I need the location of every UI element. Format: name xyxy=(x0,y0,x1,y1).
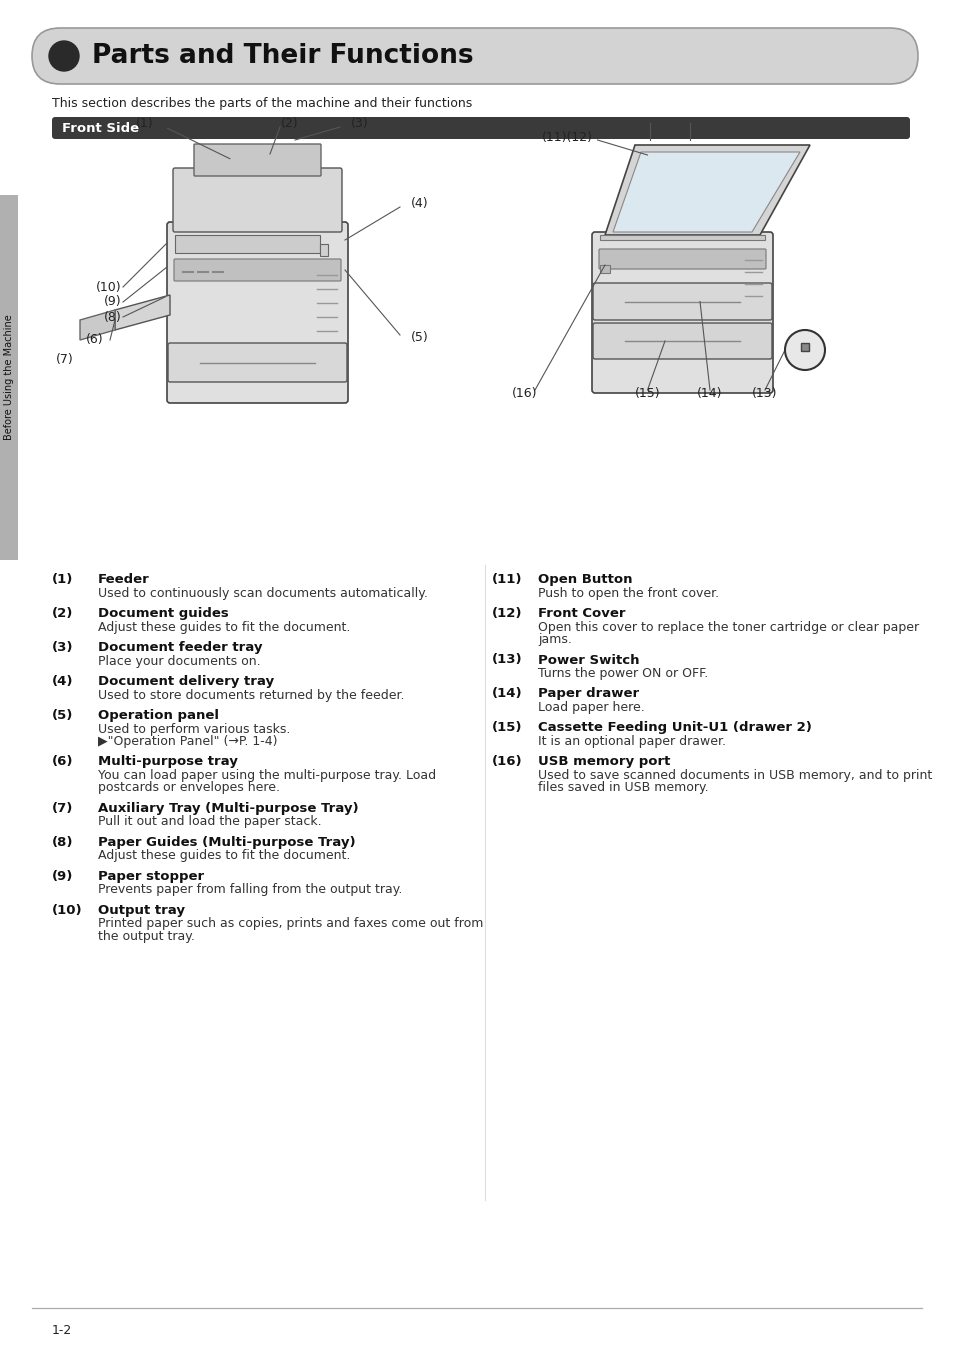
Text: Paper Guides (Multi-purpose Tray): Paper Guides (Multi-purpose Tray) xyxy=(98,836,355,849)
Text: Open Button: Open Button xyxy=(537,572,632,586)
Text: (15): (15) xyxy=(492,721,522,734)
Text: (12): (12) xyxy=(492,608,522,620)
Text: (7): (7) xyxy=(56,354,73,366)
Circle shape xyxy=(784,329,824,370)
Text: the output tray.: the output tray. xyxy=(98,930,194,944)
Text: postcards or envelopes here.: postcards or envelopes here. xyxy=(98,782,280,795)
Text: It is an optional paper drawer.: It is an optional paper drawer. xyxy=(537,734,725,748)
Text: Front Cover: Front Cover xyxy=(537,608,625,620)
Text: Place your documents on.: Place your documents on. xyxy=(98,655,260,667)
Text: (8): (8) xyxy=(52,836,73,849)
Text: Load paper here.: Load paper here. xyxy=(537,701,644,714)
Text: Pull it out and load the paper stack.: Pull it out and load the paper stack. xyxy=(98,815,321,829)
Text: Push to open the front cover.: Push to open the front cover. xyxy=(537,586,719,599)
FancyBboxPatch shape xyxy=(52,117,909,139)
Text: (15): (15) xyxy=(634,386,659,400)
Text: (1): (1) xyxy=(136,116,153,130)
Text: (11)(12): (11)(12) xyxy=(541,131,593,143)
Text: Front Side: Front Side xyxy=(62,122,139,135)
Polygon shape xyxy=(613,153,800,232)
Text: Parts and Their Functions: Parts and Their Functions xyxy=(91,43,473,69)
Bar xyxy=(174,235,319,252)
Text: jams.: jams. xyxy=(537,633,571,647)
Text: Multi-purpose tray: Multi-purpose tray xyxy=(98,756,237,768)
Circle shape xyxy=(49,40,79,72)
FancyBboxPatch shape xyxy=(193,144,320,176)
Text: (9): (9) xyxy=(52,869,73,883)
FancyBboxPatch shape xyxy=(172,167,341,232)
Bar xyxy=(599,265,609,273)
Text: (8): (8) xyxy=(104,310,122,324)
Text: (13): (13) xyxy=(752,386,777,400)
Text: Adjust these guides to fit the document.: Adjust these guides to fit the document. xyxy=(98,621,350,633)
Text: Prevents paper from falling from the output tray.: Prevents paper from falling from the out… xyxy=(98,883,402,896)
Text: Operation panel: Operation panel xyxy=(98,709,219,722)
FancyBboxPatch shape xyxy=(592,232,772,393)
FancyBboxPatch shape xyxy=(598,248,765,269)
Text: Paper drawer: Paper drawer xyxy=(537,687,639,701)
Text: 1-2: 1-2 xyxy=(52,1323,72,1336)
Text: Turns the power ON or OFF.: Turns the power ON or OFF. xyxy=(537,667,707,680)
Text: files saved in USB memory.: files saved in USB memory. xyxy=(537,782,708,795)
FancyBboxPatch shape xyxy=(593,284,771,320)
FancyBboxPatch shape xyxy=(168,343,347,382)
Bar xyxy=(801,343,808,351)
Text: Used to save scanned documents in USB memory, and to print: Used to save scanned documents in USB me… xyxy=(537,769,931,782)
Text: ▶"Operation Panel" (→P. 1-4): ▶"Operation Panel" (→P. 1-4) xyxy=(98,734,277,748)
Text: (3): (3) xyxy=(351,116,369,130)
Text: (4): (4) xyxy=(411,197,428,209)
Bar xyxy=(599,235,764,240)
Polygon shape xyxy=(80,310,115,340)
Text: (6): (6) xyxy=(52,756,73,768)
Text: Cassette Feeding Unit-U1 (drawer 2): Cassette Feeding Unit-U1 (drawer 2) xyxy=(537,721,811,734)
Text: Document guides: Document guides xyxy=(98,608,229,620)
Text: (5): (5) xyxy=(411,331,429,343)
FancyBboxPatch shape xyxy=(173,259,340,281)
Text: (1): (1) xyxy=(52,572,73,586)
FancyBboxPatch shape xyxy=(32,28,917,84)
Text: Used to continuously scan documents automatically.: Used to continuously scan documents auto… xyxy=(98,586,428,599)
Text: (3): (3) xyxy=(52,641,73,653)
Text: (16): (16) xyxy=(492,756,522,768)
Text: This section describes the parts of the machine and their functions: This section describes the parts of the … xyxy=(52,96,472,109)
Text: (9): (9) xyxy=(104,296,122,309)
Text: (2): (2) xyxy=(281,116,298,130)
Text: (6): (6) xyxy=(86,333,104,347)
Text: ON: ON xyxy=(799,340,809,346)
Text: (5): (5) xyxy=(52,709,73,722)
Text: Paper stopper: Paper stopper xyxy=(98,869,204,883)
Text: Power Switch: Power Switch xyxy=(537,653,639,667)
FancyBboxPatch shape xyxy=(593,323,771,359)
Text: (4): (4) xyxy=(52,675,73,688)
Bar xyxy=(319,244,328,256)
Text: (14): (14) xyxy=(697,386,722,400)
Text: Auxiliary Tray (Multi-purpose Tray): Auxiliary Tray (Multi-purpose Tray) xyxy=(98,802,358,815)
Text: (11): (11) xyxy=(492,572,522,586)
Bar xyxy=(0,194,18,560)
Text: Used to perform various tasks.: Used to perform various tasks. xyxy=(98,722,290,736)
Text: (10): (10) xyxy=(52,904,83,917)
Text: Printed paper such as copies, prints and faxes come out from: Printed paper such as copies, prints and… xyxy=(98,918,483,930)
Text: OFF: OFF xyxy=(798,352,811,358)
Text: You can load paper using the multi-purpose tray. Load: You can load paper using the multi-purpo… xyxy=(98,769,436,782)
FancyBboxPatch shape xyxy=(167,221,348,404)
Text: Adjust these guides to fit the document.: Adjust these guides to fit the document. xyxy=(98,849,350,863)
Text: Before Using the Machine: Before Using the Machine xyxy=(4,315,14,440)
Text: Feeder: Feeder xyxy=(98,572,150,586)
Text: Document delivery tray: Document delivery tray xyxy=(98,675,274,688)
Text: Document feeder tray: Document feeder tray xyxy=(98,641,262,653)
Text: Open this cover to replace the toner cartridge or clear paper: Open this cover to replace the toner car… xyxy=(537,621,918,633)
Polygon shape xyxy=(115,296,170,329)
Text: (7): (7) xyxy=(52,802,73,815)
Text: (16): (16) xyxy=(512,386,537,400)
Text: (2): (2) xyxy=(52,608,73,620)
Text: Used to store documents returned by the feeder.: Used to store documents returned by the … xyxy=(98,688,404,702)
Text: (14): (14) xyxy=(492,687,522,701)
Text: (10): (10) xyxy=(96,281,122,293)
Text: (13): (13) xyxy=(492,653,522,667)
Text: Output tray: Output tray xyxy=(98,904,185,917)
Text: USB memory port: USB memory port xyxy=(537,756,670,768)
Polygon shape xyxy=(604,144,809,235)
